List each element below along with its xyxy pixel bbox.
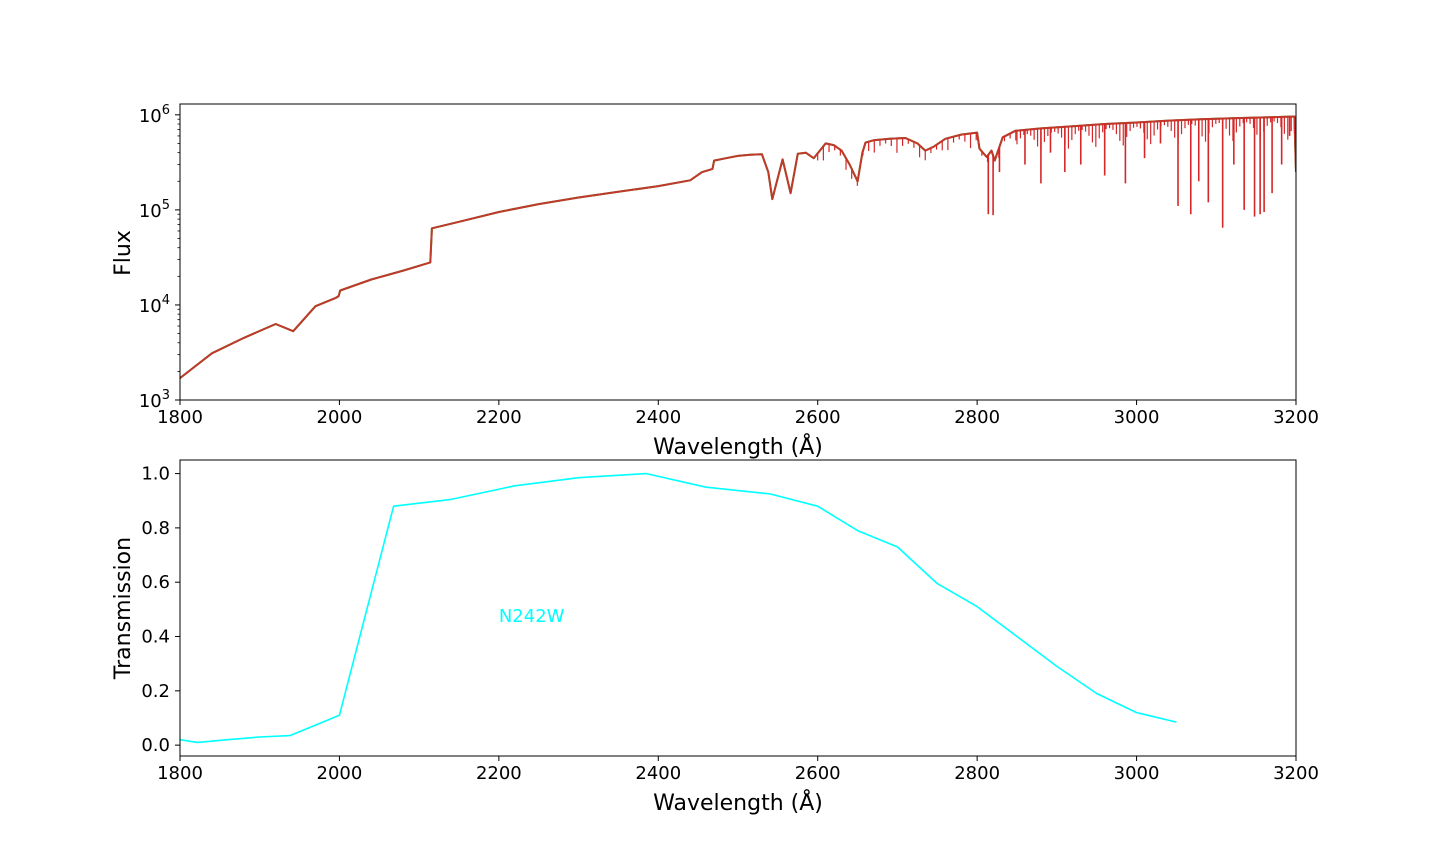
transmission-panel: 1800 2000 2200 2400 2600 2800 3000 3200 0.00.20…	[111, 459, 1319, 816]
transmission-x-tick-label: 2000	[317, 763, 363, 784]
transmission-x-tick-label: 2600	[795, 763, 841, 784]
flux-y-tick-label: 106	[139, 103, 170, 127]
transmission-y-tick-label: 0.0	[141, 735, 170, 756]
transmission-y-tick-label: 0.4	[141, 627, 170, 648]
flux-y-axis-label: Flux	[111, 230, 136, 276]
transmission-x-tick-label: 3200	[1273, 763, 1319, 784]
transmission-y-tick-label: 0.2	[141, 681, 170, 702]
transmission-y-tick-label: 1.0	[141, 464, 170, 485]
flux-panel: 1800 2000 2200 2400 2600 2800 3000 3200 1031041…	[111, 103, 1319, 460]
flux-y-tick-label: 104	[139, 293, 170, 317]
flux-y-tick-label: 105	[139, 198, 170, 222]
flux-y-tick-label: 103	[139, 388, 170, 412]
transmission-x-axis-label: Wavelength (Å)	[653, 789, 823, 816]
transmission-x-tick-label: 3000	[1114, 763, 1160, 784]
transmission-y-tick-label: 0.8	[141, 518, 170, 539]
flux-x-tick-label: 2400	[635, 407, 681, 428]
transmission-y-axis-label: Transmission	[111, 537, 136, 680]
flux-x-tick-label: 2200	[476, 407, 522, 428]
transmission-y-ticks: 0.0 0.2 0.4 0.6 0.8 1.0	[141, 464, 180, 756]
transmission-x-tick-label: 2400	[635, 763, 681, 784]
flux-x-ticks: 1800 2000 2200 2400 2600 2800 3000 3200	[157, 400, 1319, 428]
flux-x-tick-label: 3200	[1273, 407, 1319, 428]
flux-x-tick-label: 1800	[157, 407, 203, 428]
flux-x-axis-label: Wavelength (Å)	[653, 433, 823, 460]
transmission-y-tick-label: 0.6	[141, 572, 170, 593]
transmission-curve	[179, 472, 1177, 744]
transmission-x-tick-label: 2800	[954, 763, 1000, 784]
flux-x-tick-label: 3000	[1114, 407, 1160, 428]
flux-y-ticks: 103 104 105 106	[139, 103, 180, 412]
flux-x-tick-label: 2600	[795, 407, 841, 428]
flux-x-tick-label: 2000	[317, 407, 363, 428]
filter-name-annotation: N242W	[499, 606, 565, 627]
transmission-x-tick-label: 1800	[157, 763, 203, 784]
flux-series-red	[180, 115, 1296, 379]
transmission-x-tick-label: 2200	[476, 763, 522, 784]
flux-axes-frame	[179, 103, 1297, 401]
transmission-plot-area	[179, 472, 1177, 744]
transmission-axes-frame	[179, 459, 1297, 757]
flux-x-tick-label: 2800	[954, 407, 1000, 428]
flux-plot-area	[180, 115, 1296, 379]
transmission-x-ticks: 1800 2000 2200 2400 2600 2800 3000 3200	[157, 756, 1319, 784]
